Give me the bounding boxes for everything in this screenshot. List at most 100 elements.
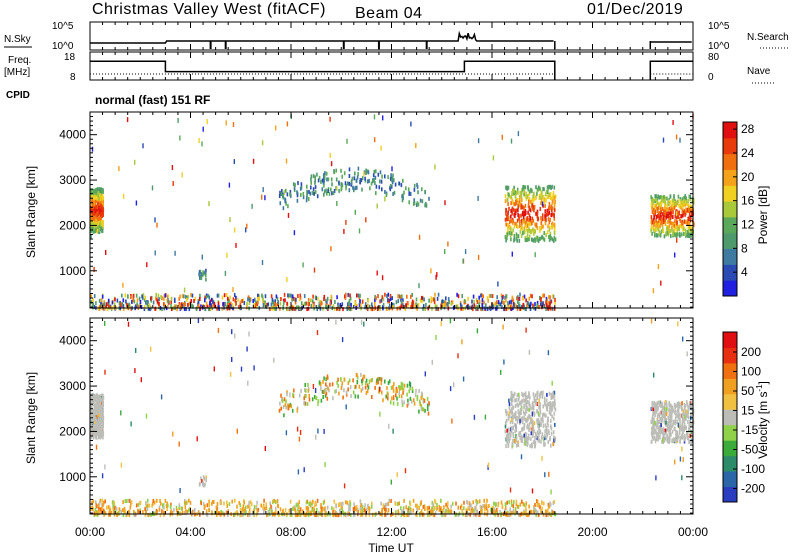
- power-cell: [517, 213, 519, 217]
- velocity-cell: [525, 437, 527, 442]
- power-cell: [142, 293, 145, 298]
- power-cell: [246, 305, 248, 310]
- velocity-cell: [91, 399, 93, 404]
- power-cell: [513, 191, 515, 196]
- power-cell: [135, 293, 138, 298]
- power-cell: [357, 293, 360, 298]
- velocity-cell: [506, 513, 509, 517]
- power-cell: [128, 302, 130, 307]
- power-speckle: [415, 143, 417, 149]
- power-cell: [330, 177, 333, 182]
- power-cell: [655, 194, 658, 199]
- velocity-cell: [304, 388, 306, 392]
- velocity-cell: [514, 506, 517, 511]
- power-cell: [374, 175, 377, 180]
- velocity-cell: [98, 435, 100, 440]
- velocity-cell: [468, 501, 471, 506]
- velocity-cell: [533, 395, 535, 400]
- velocity-cell: [457, 513, 460, 517]
- power-cell: [243, 301, 246, 305]
- velocity-cell: [391, 396, 393, 401]
- velocity-cell: [490, 507, 492, 512]
- power-cell: [361, 176, 364, 181]
- power-cell: [659, 213, 662, 218]
- velocity-cell: [236, 504, 238, 509]
- power-cell: [417, 202, 420, 207]
- velocity-cell: [552, 442, 555, 447]
- power-cell: [663, 199, 665, 204]
- freq-label: Freq.: [8, 55, 31, 66]
- power-cell: [525, 196, 528, 201]
- velocity-cell: [160, 501, 162, 506]
- velocity-cell: [129, 505, 132, 510]
- power-cell: [540, 296, 542, 301]
- velocity-cell: [315, 513, 317, 517]
- power-cell: [551, 222, 554, 227]
- velocity-cell: [409, 510, 411, 515]
- power-cell: [518, 197, 521, 202]
- power-cell: [675, 214, 677, 219]
- power-cell: [156, 299, 159, 304]
- velocity-cell: [514, 398, 516, 403]
- velocity-cell: [536, 503, 538, 508]
- velocity-cell: [178, 503, 181, 508]
- velocity-cell: [549, 411, 552, 416]
- velocity-cell: [92, 499, 95, 504]
- power-cell: [512, 228, 514, 233]
- velocity-cell: [354, 505, 356, 510]
- power-cell: [323, 189, 326, 194]
- power-speckle: [202, 126, 204, 132]
- power-cell: [411, 292, 413, 297]
- power-cell: [238, 305, 240, 309]
- velocity-cell: [367, 503, 369, 508]
- power-cell: [660, 229, 663, 234]
- velocity-cell: [325, 377, 327, 382]
- power-speckle: [376, 270, 378, 276]
- velocity-cell: [657, 437, 659, 442]
- power-cell: [472, 307, 474, 312]
- velocity-cell: [684, 436, 686, 441]
- power-cell: [92, 298, 94, 303]
- power-cell: [524, 191, 527, 196]
- power-cell: [231, 303, 234, 308]
- power-cell: [229, 301, 232, 306]
- velocity-cell: [153, 500, 156, 505]
- velocity-cell: [267, 510, 270, 514]
- power-speckle: [435, 274, 437, 280]
- power-cell: [551, 201, 554, 206]
- velocity-cell: [675, 433, 677, 438]
- power-cell: [122, 298, 125, 303]
- power-cell: [387, 175, 389, 180]
- power-cell: [312, 303, 315, 308]
- velocity-cell: [352, 507, 355, 511]
- power-cell: [400, 304, 402, 309]
- velocity-cell: [518, 411, 521, 416]
- power-cell: [146, 302, 149, 307]
- power-cell: [671, 221, 674, 226]
- power-cell: [548, 227, 551, 232]
- velocity-cell: [505, 506, 507, 511]
- velocity-cell: [677, 415, 680, 420]
- power-cell: [347, 292, 349, 297]
- velocity-cell: [102, 411, 104, 416]
- power-cell: [296, 193, 299, 198]
- velocity-cell: [362, 374, 365, 379]
- velocity-cell: [545, 513, 547, 517]
- power-cell: [666, 196, 668, 201]
- power-cell: [481, 298, 484, 303]
- power-cell: [550, 204, 552, 209]
- velocity-cell: [412, 508, 414, 513]
- power-cell: [330, 294, 333, 299]
- power-speckle: [345, 219, 347, 225]
- power-cell: [93, 222, 96, 227]
- velocity-cell: [413, 401, 416, 406]
- velocity-cell: [547, 417, 549, 422]
- power-cell: [298, 297, 301, 302]
- power-cell: [510, 218, 512, 223]
- power-cell: [550, 213, 552, 218]
- power-cell: [685, 196, 687, 201]
- power-cell: [492, 304, 495, 309]
- velocity-cell: [208, 499, 210, 504]
- power-cell: [530, 199, 532, 204]
- power-cell: [312, 174, 315, 179]
